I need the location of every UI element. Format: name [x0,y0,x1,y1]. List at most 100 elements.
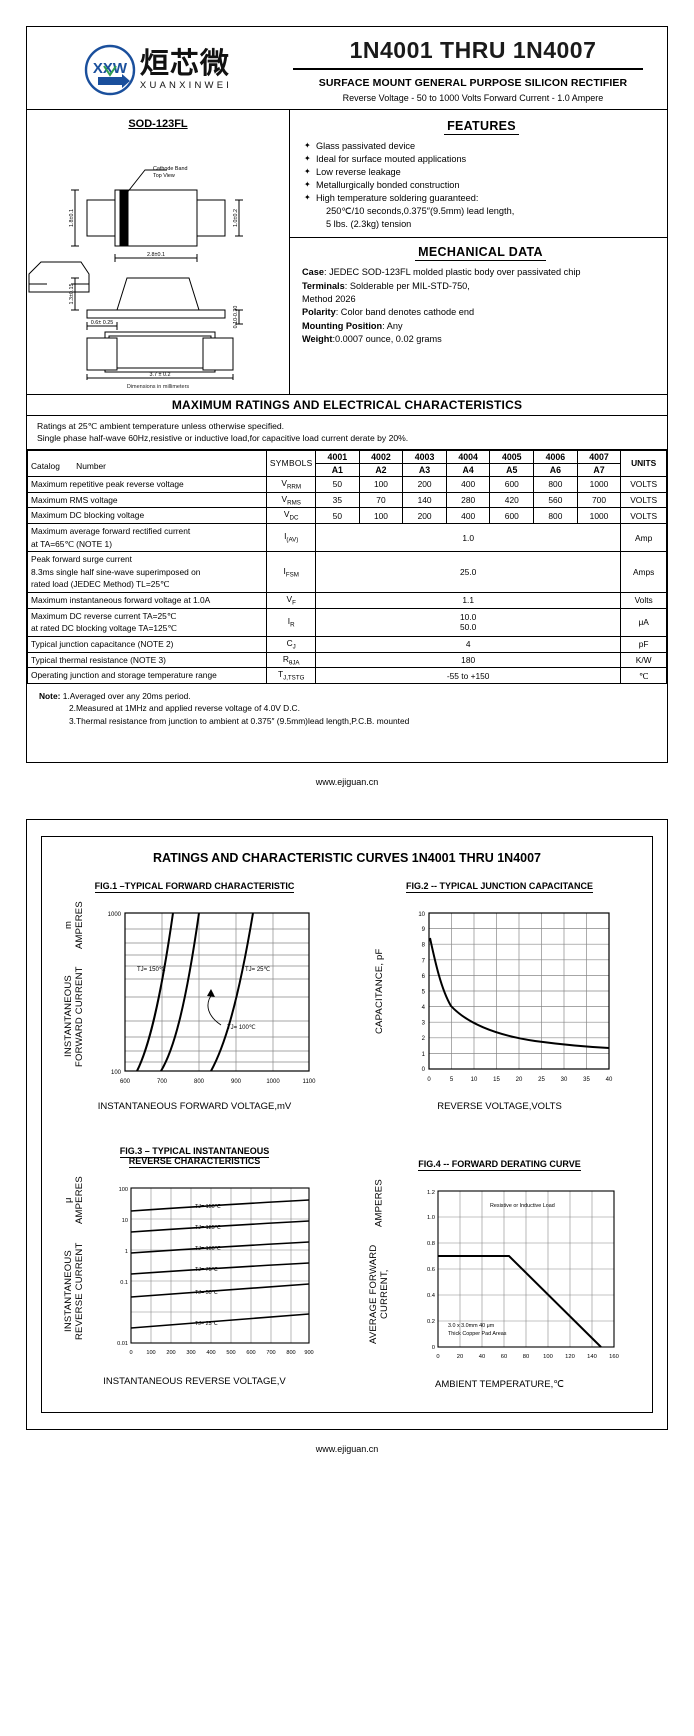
fig3-xtick: 300 [187,1350,196,1356]
device-alt-header: A1 [315,463,360,477]
param-name: Maximum repetitive peak reverse voltage [26,475,268,493]
fig3-ytick: 0.1 [121,1280,129,1286]
chart-fig3-plot: 100 10 1 0.1 0.01 0 100 200 [118,1187,315,1356]
features-mechanical-panel: FEATURES ✦ Glass passivated device ✦ Ideal… [290,110,667,394]
fig2-xtick: 40 [606,1077,613,1083]
features-section: FEATURES ✦ Glass passivated device ✦ Ideal… [290,110,667,239]
param-value: 100 [358,507,404,524]
param-name: Maximum DC blocking voltage [26,507,268,524]
device-alt-header: A7 [576,463,622,477]
chart-fig4-xlabel: AMBIENT TEMPERATURE,℃ [435,1378,564,1390]
table-header-row: Catalog Number SYMBOLS 4001 4002 4003 40… [26,449,667,477]
table-row: Operating junction and storage temperatu… [26,667,667,684]
fig4-ytick: 1.2 [427,1190,435,1196]
dim-height: 1.8±0.1 [69,209,75,227]
fig2-xtick: 5 [450,1077,454,1083]
package-drawing-panel: SOD-123FL [27,110,290,394]
device-alt-header: A3 [402,463,447,477]
param-value: 1000 [576,475,622,493]
table-row: Maximum RMS voltage VRMS 35 70 140 280 4… [26,491,667,509]
fig4-annotation: Resistive or Inductive Load [490,1203,555,1209]
dim-total-length: 3.7 ± 0.2 [150,372,171,378]
fig2-ytick: 2 [422,1036,426,1042]
fig2-ytick: 7 [422,958,426,964]
fig1-xtick: 700 [157,1079,168,1085]
package-features-row: SOD-123FL [27,110,667,395]
device-header: 4005 [489,449,535,464]
list-item: ✦ Glass passivated device [304,141,416,151]
sheet-one: XXW 烜芯微 XUANXINWEI 1N4001 TH [0,0,694,793]
page-title: 1N4001 THRU 1N4007 [349,37,597,63]
fig1-xtick: 600 [120,1079,131,1085]
fig4-ytick: 0.2 [427,1319,435,1325]
table-row: Maximum average forward rectified curren… [26,522,667,553]
logo-chinese-name: 烜芯微 [139,46,230,80]
param-value: 140 [402,491,447,509]
param-units: K/W [620,651,667,669]
param-units: ℃ [620,667,667,684]
fig4-ytick: 0.8 [427,1241,435,1247]
mech-weight: Weight:0.0007 ounce, 0.02 grams [302,334,442,345]
fig2-ytick: 8 [422,942,426,948]
footer-url-sheet-one: www.ejiguan.cn [315,776,379,787]
param-units: Volts [620,591,667,609]
fig1-ytick: 1000 [108,912,122,918]
device-header: 4003 [402,449,447,464]
company-logo: XXW 烜芯微 XUANXINWEI [27,27,289,109]
fig4-xtick: 100 [544,1354,554,1360]
param-symbol: VF [266,591,317,609]
param-symbol: CJ [266,635,317,653]
fig3-annotation: TJ= 150℃ [195,1204,221,1210]
fig4-xtick: 140 [588,1354,598,1360]
curves-inner-frame: RATINGS AND CHARACTERISTIC CURVES 1N4001… [41,835,653,1413]
ratings-band-title: MAXIMUM RATINGS AND ELECTRICAL CHARACTER… [27,395,667,416]
device-alt-header: A6 [533,463,578,477]
fig1-annotation: TJ= 100℃ [227,1025,256,1031]
fig3-annotation: TJ= 125℃ [195,1225,221,1231]
fig2-ytick: 1 [422,1052,426,1058]
fig4-ytick: 0.4 [427,1293,436,1299]
param-symbol: VRRM [266,475,317,493]
mech-method: Method 2026 [302,294,356,305]
fig4-xtick: 0 [437,1354,440,1360]
param-value: 400 [445,475,491,493]
fig4-xtick: 80 [523,1354,529,1360]
param-value: 50 [315,507,360,524]
table-row: Typical thermal resistance (NOTE 3) RθJA… [26,651,667,669]
fig2-ytick: 4 [422,1005,426,1011]
fig2-ytick: 6 [422,974,426,980]
chart-fig3-title: FIG.3 – TYPICAL INSTANTANEOUS REVERSE CHA… [119,1145,270,1168]
chart-fig2-ylabel: CAPACITANCE, pF [374,947,385,1034]
chart-fig3-ylabel: INSTANTANEOUS REVERSE CURRENT μ AMPERES [62,1175,85,1340]
device-header: 4004 [445,449,491,464]
fig2-ytick: 3 [422,1020,426,1026]
param-value: 35 [315,491,360,509]
device-header: 4002 [358,449,404,464]
param-units: pF [620,635,667,653]
param-value: 200 [402,507,447,524]
param-units: Amp [620,522,667,553]
param-value: 600 [489,507,535,524]
fig3-xtick: 0 [130,1350,133,1356]
fig1-xtick: 1000 [267,1079,281,1085]
chart-fig2-plot: 0 1 2 3 4 5 6 7 8 9 [418,912,613,1083]
dim-pad-width: 0.6± 0.25 [91,320,113,326]
bullet-icon: ✦ [304,180,311,190]
fig4-xtick: 120 [566,1354,576,1360]
list-item: ✦ Metallurgically bonded construction [304,180,460,191]
cathode-band-callout-line1: Cathode Band [153,166,187,172]
fig2-xtick: 15 [493,1077,500,1083]
param-value: 600 [489,475,535,493]
fig2-xtick: 30 [561,1077,568,1083]
param-name: Maximum RMS voltage [26,491,268,509]
charts-grid: FIG.1 –TYPICAL FORWARD CHARACTERISTIC IN… [42,871,652,1394]
param-symbol: IFSM [266,551,317,593]
fig3-annotation: TJ= 25℃ [195,1321,218,1327]
fig4-xtick: 40 [479,1354,485,1360]
ratings-condition-1: Ratings at 25℃ ambient temperature unles… [37,421,285,431]
mechanical-heading: MECHANICAL DATA [302,245,659,262]
param-units: VOLTS [620,491,667,509]
fig2-ytick: 0 [422,1067,426,1073]
chart-fig1: FIG.1 –TYPICAL FORWARD CHARACTERISTIC IN… [42,871,347,1116]
table-row: Maximum instantaneous forward voltage at… [26,591,667,609]
